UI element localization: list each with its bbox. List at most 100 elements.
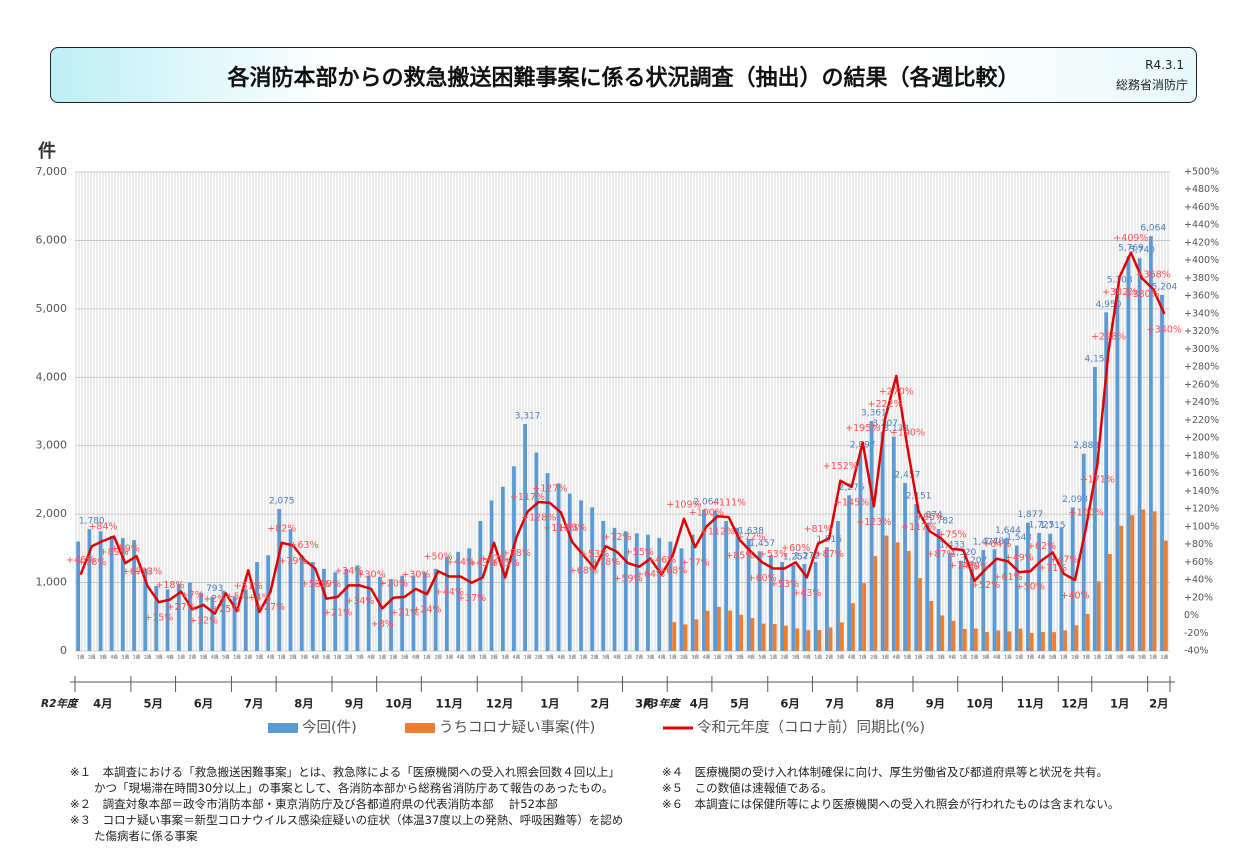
bar	[992, 549, 997, 651]
bar-value-label: 1,477	[973, 537, 999, 547]
month-label: 11月	[436, 697, 464, 711]
bar	[813, 562, 818, 651]
month-label: 5月	[730, 697, 750, 711]
bar-value-label: 2,064	[693, 497, 719, 507]
bar	[690, 534, 695, 651]
bar	[98, 531, 103, 651]
week-label: 4週	[848, 654, 856, 661]
ratio-label: +27%	[256, 602, 285, 613]
bar	[76, 541, 81, 651]
bar	[679, 548, 684, 651]
ratio-label: +44%	[435, 587, 464, 598]
ratio-label: +171%	[1080, 474, 1115, 485]
legend-swatch	[268, 723, 298, 733]
week-label: 2週	[289, 654, 297, 661]
ratio-label: +77%	[681, 558, 710, 569]
week-label: 3週	[647, 654, 655, 661]
week-label: 2週	[926, 654, 934, 661]
bar-value-label: 6,064	[1140, 224, 1166, 234]
org: 総務省消防庁	[1115, 78, 1188, 92]
bar	[377, 577, 382, 651]
bar	[322, 568, 326, 651]
ratio-label: +117%	[901, 522, 936, 533]
bar	[344, 568, 349, 651]
y-tick-label: 6,000	[36, 233, 68, 246]
bar-value-label: 5,204	[1152, 282, 1178, 292]
bar	[903, 482, 907, 651]
ratio-label: +64%	[636, 569, 665, 580]
week-label: 2週	[144, 654, 152, 661]
ratio-label: +18%	[155, 580, 184, 591]
week-label: 4週	[1038, 654, 1046, 661]
week-label: 2週	[345, 654, 353, 661]
bar	[210, 596, 215, 651]
bar	[962, 628, 967, 651]
y-tick-label: 0	[60, 644, 67, 657]
bar	[445, 556, 449, 651]
bar	[579, 500, 583, 651]
ratio-label: +30%	[357, 569, 386, 580]
ratio-label: +43%	[491, 558, 520, 569]
bar	[761, 623, 766, 651]
week-label: 4週	[457, 654, 465, 661]
ratio-label: +152%	[823, 461, 858, 472]
month-label: 3月	[635, 697, 655, 711]
bar	[1130, 515, 1135, 651]
ratio-label: +84%	[88, 522, 117, 533]
ratio-label: +87%	[815, 549, 844, 560]
bar	[784, 625, 788, 651]
ratio-label: +123%	[856, 517, 891, 528]
bar-value-label: 1,486	[984, 537, 1010, 547]
y2-tick-label: +220%	[1184, 415, 1219, 426]
ratio-label: +89%	[100, 547, 129, 558]
ratio-label: +78%	[591, 557, 620, 568]
ratio-label: +53%	[580, 549, 609, 560]
week-label: 1週	[1150, 654, 1158, 661]
week-label: 2週	[434, 654, 442, 661]
ratio-label: +60%	[748, 573, 777, 584]
bar-value-label: 1,644	[995, 526, 1021, 536]
bar	[672, 622, 677, 651]
month-label: 8月	[294, 697, 314, 711]
y2-tick-label: +80%	[1184, 539, 1213, 550]
y2-tick-label: +320%	[1184, 326, 1219, 337]
week-label: 1週	[1060, 654, 1068, 661]
y2-tick-label: +460%	[1184, 202, 1219, 213]
bar-value-label: 1,877	[1017, 510, 1043, 520]
month-label: 1月	[1110, 697, 1130, 711]
week-label: 3週	[982, 654, 990, 661]
notes-right: ※４ 医療機関の受け入れ体制確保に向け、厚生労働省及び都道府県等と状況を共有。 ※…	[658, 764, 1218, 812]
week-label: 2週	[1071, 654, 1079, 661]
bar	[355, 565, 360, 651]
bar	[1119, 525, 1124, 651]
ratio-label: +100%	[689, 507, 724, 518]
bar	[1018, 628, 1023, 651]
week-label: 2週	[636, 654, 644, 661]
note: ※６ 本調査には保健所等により医療機関への受入れ照会が行われたものは含まれない。	[662, 797, 1120, 811]
bar	[657, 538, 662, 651]
bar	[970, 568, 974, 651]
bar-value-label: 1,207	[962, 556, 988, 566]
ratio-label: +62%	[1027, 541, 1056, 552]
bar	[925, 522, 930, 651]
ratio-label: +195%	[845, 423, 880, 434]
ratio-label: +112%	[700, 527, 735, 538]
week-label: 1週	[960, 654, 968, 661]
week-label: 4週	[312, 654, 320, 661]
y2-tick-label: +400%	[1184, 255, 1219, 266]
ratio-label: +128%	[521, 512, 556, 523]
bar-value-label: 5,769	[1118, 244, 1144, 254]
week-label: 4週	[613, 654, 621, 661]
month-label: 9月	[926, 697, 946, 711]
ratio-label: +60%	[781, 543, 810, 554]
bar	[713, 510, 717, 651]
bar	[1059, 527, 1064, 651]
bar	[828, 627, 833, 651]
ratio-label: +71%	[1038, 563, 1067, 574]
ratio-label: +75%	[938, 529, 967, 540]
month-label: 6月	[780, 697, 800, 711]
ratio-label: +409%	[1113, 233, 1148, 244]
bar	[467, 548, 472, 651]
y2-tick-label: +500%	[1184, 167, 1219, 178]
y2-tick-label: +260%	[1184, 379, 1219, 390]
